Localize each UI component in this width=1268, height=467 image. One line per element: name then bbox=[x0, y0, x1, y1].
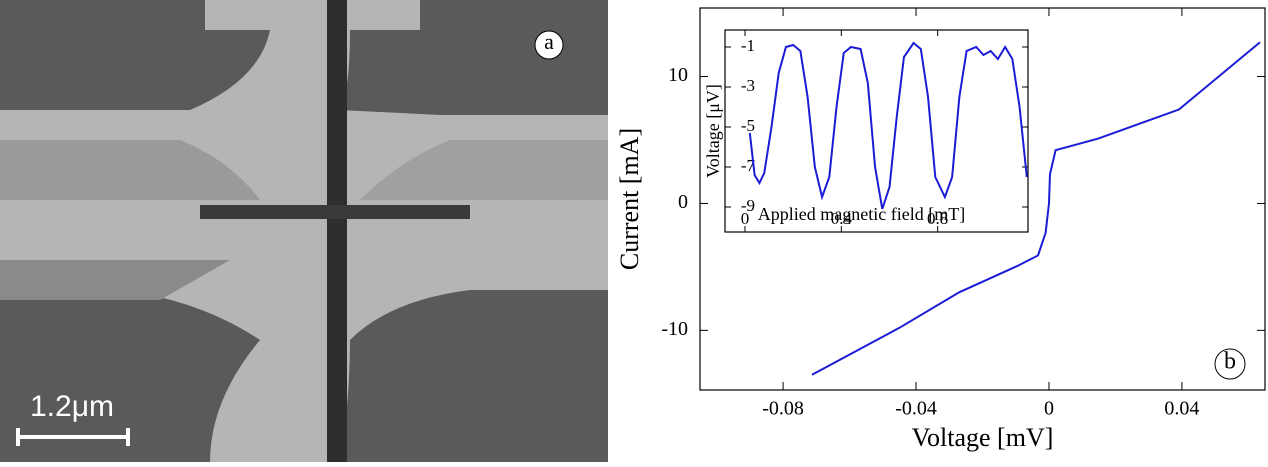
y-tick-label: -5 bbox=[741, 116, 755, 135]
y-tick-label: -1 bbox=[741, 36, 755, 55]
scale-bar-label: 1.2μm bbox=[30, 390, 114, 423]
x-tick-label: -0.08 bbox=[762, 398, 804, 420]
y-tick-label: -3 bbox=[741, 76, 755, 95]
y-tick-label: -7 bbox=[741, 156, 756, 175]
x-tick-label: 0 bbox=[1044, 398, 1054, 420]
y-tick-label: 10 bbox=[668, 64, 688, 86]
y-tick-label: -9 bbox=[741, 196, 755, 215]
x-axis-label: Applied magnetic field [mT] bbox=[758, 204, 965, 224]
y-axis-label: Current [mA] bbox=[615, 128, 644, 270]
sem-image: 1.2μm a bbox=[0, 0, 608, 462]
panel-label: b bbox=[1224, 349, 1236, 375]
x-tick-label: 0.04 bbox=[1164, 398, 1199, 420]
data-line bbox=[811, 41, 1261, 376]
plot-frame bbox=[724, 29, 1029, 233]
x-tick-label: 0.8 bbox=[927, 209, 948, 228]
x-tick-label: 0 bbox=[741, 209, 750, 228]
x-tick-label: 0.4 bbox=[831, 209, 853, 228]
data-line bbox=[748, 41, 1028, 210]
panel-label-circle bbox=[1214, 348, 1246, 380]
x-tick-label: -0.04 bbox=[895, 398, 937, 420]
x-axis-label: Voltage [mV] bbox=[912, 423, 1054, 452]
y-tick-label: -10 bbox=[661, 318, 688, 340]
panel-label: a bbox=[544, 29, 554, 54]
y-axis-label: Voltage [μV] bbox=[703, 84, 723, 178]
y-tick-label: 0 bbox=[678, 191, 688, 213]
